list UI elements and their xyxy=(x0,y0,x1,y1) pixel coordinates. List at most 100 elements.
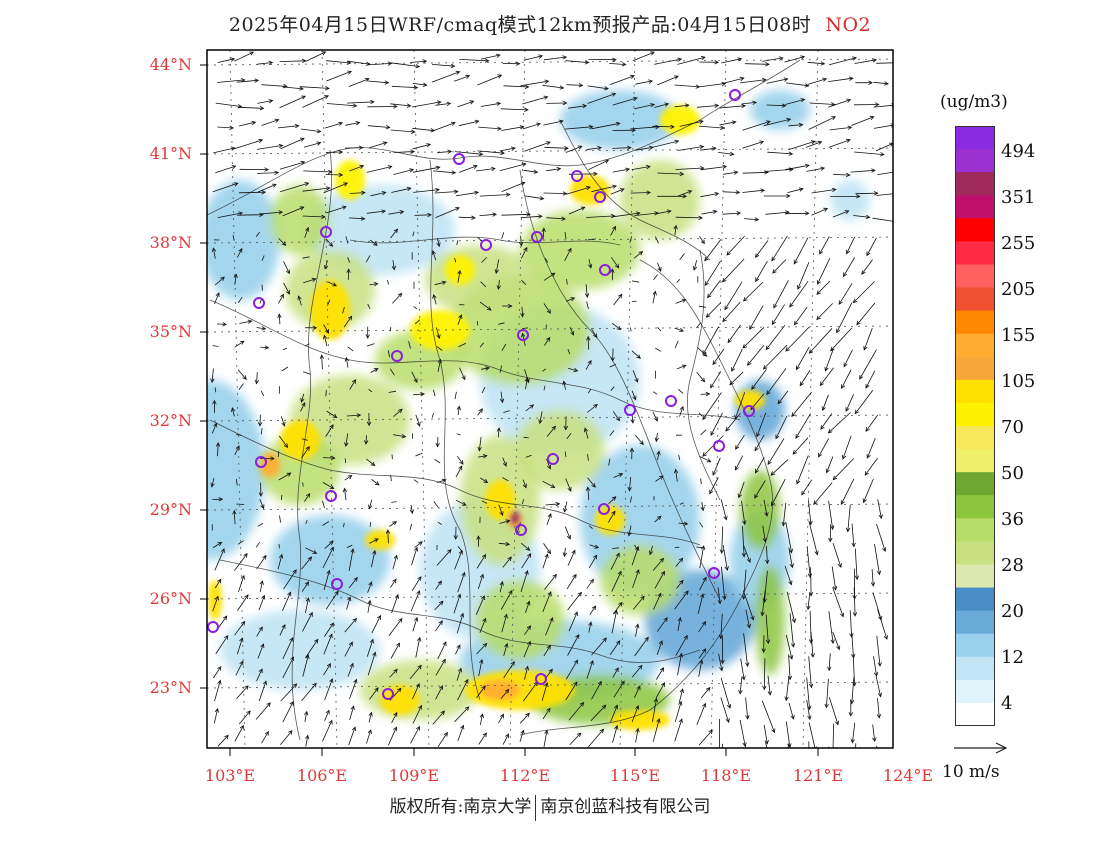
city-marker xyxy=(453,153,465,165)
lat-label: 41°N xyxy=(149,144,192,163)
legend-unit: (ug/m3) xyxy=(940,92,1008,112)
lon-label: 121°E xyxy=(792,766,844,785)
colorbar-swatch xyxy=(955,587,995,612)
city-marker xyxy=(729,89,741,101)
lon-label: 124°E xyxy=(882,766,934,785)
city-marker xyxy=(599,264,611,276)
colorbar-swatch xyxy=(955,172,995,196)
lon-label: 106°E xyxy=(296,766,348,785)
axis-ticks xyxy=(200,64,819,756)
lat-label: 29°N xyxy=(149,500,192,519)
city-marker xyxy=(547,453,559,465)
province-borders xyxy=(207,59,801,741)
colorbar-label: 255 xyxy=(1001,233,1036,254)
field-layer-high xyxy=(208,105,765,730)
city-marker xyxy=(743,405,755,417)
colorbar-swatch xyxy=(955,287,995,312)
colorbar-swatch xyxy=(955,495,995,519)
colorbar-swatch xyxy=(955,472,995,496)
city-marker xyxy=(531,231,543,243)
lat-lon-gridlines xyxy=(207,50,893,748)
colorbar-swatch xyxy=(955,702,995,726)
city-marker xyxy=(207,621,219,633)
city-marker xyxy=(713,440,725,452)
wind-reference-label: 10 m/s xyxy=(942,762,1000,782)
colorbar-label: 36 xyxy=(1001,509,1024,530)
colorbar-swatch xyxy=(955,679,995,704)
lon-label: 112°E xyxy=(499,766,551,785)
colorbar-swatch xyxy=(955,610,995,635)
lon-label: 109°E xyxy=(388,766,440,785)
colorbar-label: 20 xyxy=(1001,601,1024,622)
city-marker xyxy=(255,456,267,468)
colorbar-swatch xyxy=(955,218,995,242)
colorbar-swatch xyxy=(955,356,995,381)
colorbar-swatch xyxy=(955,379,995,404)
city-marker xyxy=(665,395,677,407)
city-marker xyxy=(253,297,265,309)
city-marker xyxy=(594,191,606,203)
colorbar-swatch xyxy=(955,656,995,681)
copyright-footer: 版权所有:南京大学 南京创蓝科技有限公司 xyxy=(0,792,1100,821)
city-marker xyxy=(331,578,343,590)
city-marker xyxy=(624,404,636,416)
map-frame xyxy=(206,49,894,749)
copyright-right: 南京创蓝科技有限公司 xyxy=(540,797,711,817)
colorbar-swatch xyxy=(955,126,995,150)
footer-divider xyxy=(535,794,537,821)
species-label: NO2 xyxy=(825,14,872,36)
colorbar-label: 105 xyxy=(1001,371,1036,392)
city-marker xyxy=(515,524,527,536)
colorbar-label: 4 xyxy=(1001,693,1013,714)
colorbar-swatch xyxy=(955,149,995,173)
colorbar-label: 50 xyxy=(1001,463,1024,484)
colorbar-label: 70 xyxy=(1001,417,1024,438)
colorbar-swatch xyxy=(955,633,995,658)
lat-label: 32°N xyxy=(149,411,192,430)
lat-label: 44°N xyxy=(149,55,192,74)
lon-label: 103°E xyxy=(204,766,256,785)
colorbar-swatch xyxy=(955,449,995,473)
lon-label: 115°E xyxy=(609,766,661,785)
city-marker xyxy=(325,490,337,502)
colorbar-swatch xyxy=(955,402,995,427)
colorbar-swatch xyxy=(955,333,995,358)
city-marker xyxy=(391,350,403,362)
lat-label: 23°N xyxy=(149,678,192,697)
lat-label: 35°N xyxy=(149,322,192,341)
copyright-left: 版权所有:南京大学 xyxy=(389,797,532,817)
colorbar-border xyxy=(955,126,995,726)
colorbar-label: 12 xyxy=(1001,647,1024,668)
wind-reference-arrow xyxy=(954,742,1008,754)
wind-vectors xyxy=(210,51,893,748)
city-marker xyxy=(320,226,332,238)
colorbar-label: 205 xyxy=(1001,279,1036,300)
chart-title: 2025年04月15日WRF/cmaq模式12km预报产品:04月15日08时 N… xyxy=(0,10,1100,37)
lon-label: 118°E xyxy=(700,766,752,785)
title-text: 2025年04月15日WRF/cmaq模式12km预报产品:04月15日08时 xyxy=(228,14,812,36)
lat-label: 38°N xyxy=(149,233,192,252)
city-marker xyxy=(598,503,610,515)
colorbar-swatch xyxy=(955,564,995,589)
city-marker xyxy=(708,567,720,579)
colorbar-label: 155 xyxy=(1001,325,1036,346)
colorbar-swatch xyxy=(955,310,995,335)
colorbar-label: 28 xyxy=(1001,555,1024,576)
colorbar-swatch xyxy=(955,541,995,565)
city-markers xyxy=(207,89,755,700)
colorbar-swatch xyxy=(955,426,995,450)
lat-label: 26°N xyxy=(149,589,192,608)
colorbar-label: 351 xyxy=(1001,187,1036,208)
city-marker xyxy=(517,329,529,341)
colorbar-label: 494 xyxy=(1001,141,1036,162)
city-marker xyxy=(535,673,547,685)
colorbar xyxy=(955,126,995,726)
city-marker xyxy=(382,688,394,700)
colorbar-swatch xyxy=(955,195,995,219)
colorbar-swatch xyxy=(955,241,995,265)
city-marker xyxy=(480,239,492,251)
city-marker xyxy=(571,170,583,182)
colorbar-swatch xyxy=(955,518,995,542)
colorbar-swatch xyxy=(955,264,995,289)
